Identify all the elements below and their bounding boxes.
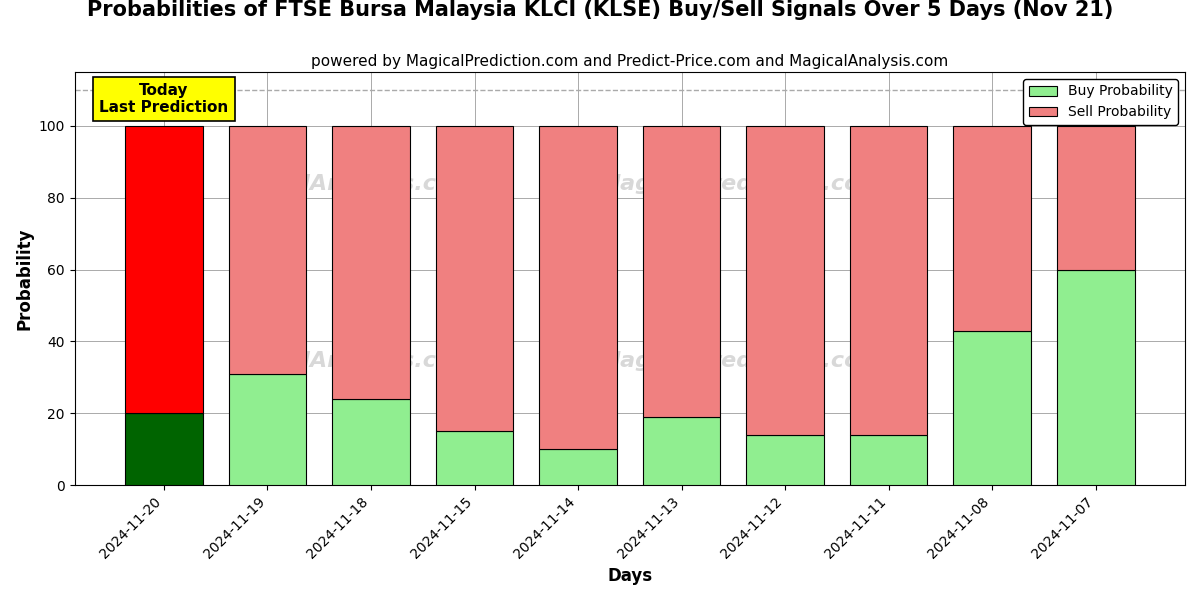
Legend: Buy Probability, Sell Probability: Buy Probability, Sell Probability (1024, 79, 1178, 125)
Title: powered by MagicalPrediction.com and Predict-Price.com and MagicalAnalysis.com: powered by MagicalPrediction.com and Pre… (311, 55, 948, 70)
Bar (643, 417, 720, 485)
Bar (125, 126, 203, 413)
Bar (746, 435, 824, 485)
Text: Probabilities of FTSE Bursa Malaysia KLCI (KLSE) Buy/Sell Signals Over 5 Days (N: Probabilities of FTSE Bursa Malaysia KLC… (86, 0, 1114, 20)
Bar (746, 126, 824, 435)
Text: MagicalPrediction.com: MagicalPrediction.com (599, 173, 883, 194)
Text: Today
Last Prediction: Today Last Prediction (100, 83, 228, 115)
Bar (850, 126, 928, 435)
X-axis label: Days: Days (607, 567, 653, 585)
Text: MagicalPrediction.com: MagicalPrediction.com (599, 351, 883, 371)
Bar (436, 431, 514, 485)
Text: calAnalysis.com: calAnalysis.com (275, 173, 475, 194)
Bar (1057, 269, 1134, 485)
Bar (332, 399, 410, 485)
Bar (332, 126, 410, 399)
Bar (229, 374, 306, 485)
Bar (436, 126, 514, 431)
Bar (643, 126, 720, 417)
Bar (539, 126, 617, 449)
Y-axis label: Probability: Probability (16, 227, 34, 330)
Bar (953, 126, 1031, 331)
Bar (229, 126, 306, 374)
Text: calAnalysis.com: calAnalysis.com (275, 351, 475, 371)
Bar (953, 331, 1031, 485)
Bar (539, 449, 617, 485)
Bar (1057, 126, 1134, 269)
Bar (125, 413, 203, 485)
Bar (850, 435, 928, 485)
